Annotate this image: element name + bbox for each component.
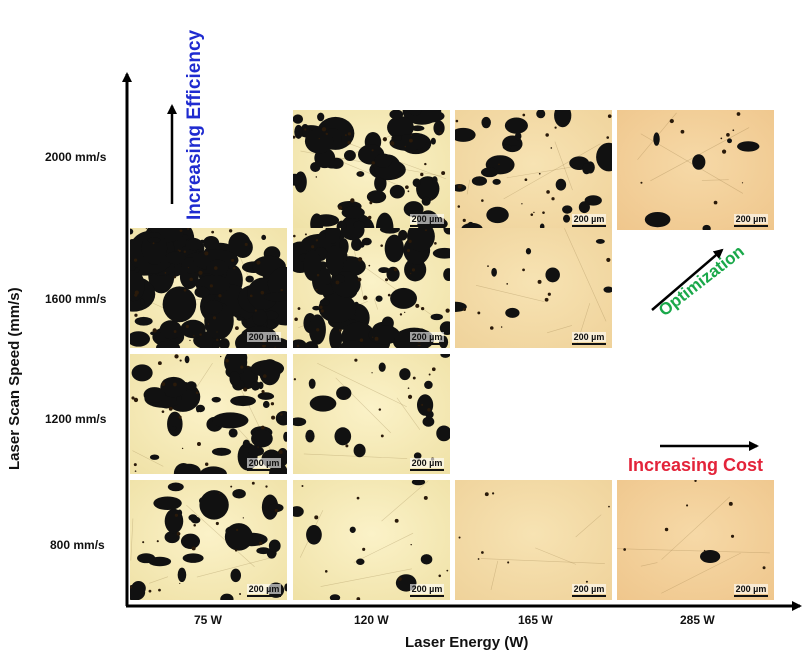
increasing-efficiency-label: Increasing Efficiency	[184, 29, 205, 220]
y-tick-800: 800 mm/s	[50, 538, 105, 552]
scale-bar-label: 200 µm	[247, 332, 281, 342]
micrograph-image	[455, 480, 612, 600]
y-axis-label: Laser Scan Speed (mm/s)	[6, 287, 23, 470]
scale-bar-line	[410, 343, 444, 345]
scale-bar: 200 µm	[247, 458, 281, 471]
micrograph-image	[617, 110, 774, 230]
x-tick-285: 285 W	[680, 613, 715, 627]
scale-bar-label: 200 µm	[410, 458, 444, 468]
scale-bar: 200 µm	[410, 458, 444, 471]
micrograph-panel: 200 µm	[293, 480, 450, 600]
micrograph-image	[293, 228, 450, 348]
scale-bar: 200 µm	[410, 584, 444, 597]
y-tick-1200: 1200 mm/s	[45, 412, 107, 426]
optimization-arrow	[651, 248, 724, 311]
increasing-cost-label: Increasing Cost	[628, 455, 764, 475]
scale-bar: 200 µm	[410, 332, 444, 345]
micrograph-image	[293, 480, 450, 600]
micrograph-image	[455, 110, 612, 230]
scale-bar-label: 200 µm	[734, 214, 768, 224]
increasing-efficiency-label-box: Increasing Efficiency	[182, 12, 212, 222]
micrograph-image	[617, 480, 774, 600]
scale-bar: 200 µm	[247, 584, 281, 597]
micrograph-image	[293, 354, 450, 474]
scale-bar-line	[247, 343, 281, 345]
micrograph-panel: 200 µm	[293, 354, 450, 474]
scale-bar-line	[247, 469, 281, 471]
micrograph-image	[130, 480, 287, 600]
y-tick-1600: 1600 mm/s	[45, 292, 107, 306]
micrograph-panel: 200 µm	[130, 480, 287, 600]
micrograph-panel: 200 µm	[617, 110, 774, 230]
scale-bar-label: 200 µm	[410, 584, 444, 594]
scale-bar-label: 200 µm	[247, 584, 281, 594]
micrograph-image	[293, 110, 450, 230]
scale-bar-line	[572, 343, 606, 345]
scale-bar-label: 200 µm	[247, 458, 281, 468]
scale-bar: 200 µm	[734, 584, 768, 597]
x-tick-120: 120 W	[354, 613, 389, 627]
scale-bar: 200 µm	[410, 214, 444, 227]
scale-bar: 200 µm	[572, 214, 606, 227]
micrograph-panel: 200 µm	[130, 354, 287, 474]
micrograph-image	[130, 354, 287, 474]
y-tick-2000: 2000 mm/s	[45, 150, 107, 164]
micrograph-panel: 200 µm	[455, 110, 612, 230]
micrograph-panel: 200 µm	[293, 228, 450, 348]
micrograph-panel: 200 µm	[293, 110, 450, 230]
scale-bar-label: 200 µm	[572, 584, 606, 594]
scale-bar-line	[572, 595, 606, 597]
scale-bar-label: 200 µm	[410, 214, 444, 224]
scale-bar-label: 200 µm	[410, 332, 444, 342]
scale-bar-line	[572, 225, 606, 227]
scale-bar-line	[410, 225, 444, 227]
micrograph-image	[455, 228, 612, 348]
x-tick-165: 165 W	[518, 613, 553, 627]
micrograph-panel: 200 µm	[455, 228, 612, 348]
scale-bar: 200 µm	[247, 332, 281, 345]
x-tick-75: 75 W	[194, 613, 223, 627]
scale-bar-label: 200 µm	[572, 332, 606, 342]
micrograph-image	[130, 228, 287, 348]
micrograph-panel: 200 µm	[617, 480, 774, 600]
scale-bar: 200 µm	[572, 332, 606, 345]
scale-bar-line	[247, 595, 281, 597]
micrograph-panel: 200 µm	[455, 480, 612, 600]
micrograph-panel: 200 µm	[130, 228, 287, 348]
scale-bar: 200 µm	[734, 214, 768, 227]
scale-bar-line	[734, 595, 768, 597]
scale-bar-label: 200 µm	[734, 584, 768, 594]
scale-bar-line	[410, 469, 444, 471]
scale-bar-line	[410, 595, 444, 597]
x-axis-label: Laser Energy (W)	[405, 634, 529, 651]
scale-bar-label: 200 µm	[572, 214, 606, 224]
scale-bar-line	[734, 225, 768, 227]
scale-bar: 200 µm	[572, 584, 606, 597]
